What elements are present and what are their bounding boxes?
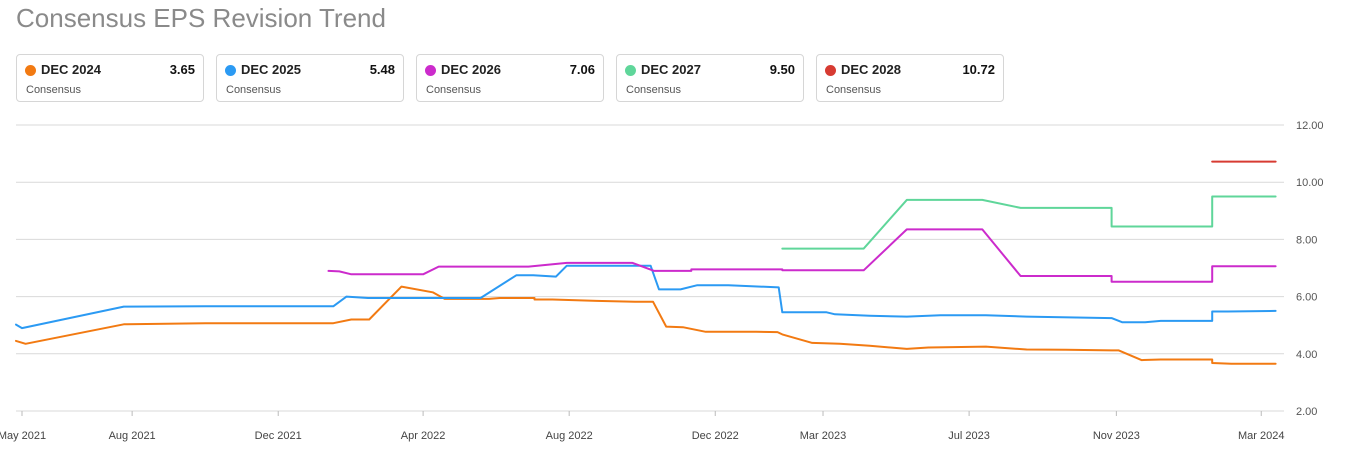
x-tick-label: Aug 2022 bbox=[546, 430, 593, 442]
series-lines bbox=[15, 160, 1277, 365]
series-color-dot bbox=[25, 65, 36, 76]
page-title: Consensus EPS Revision Trend bbox=[16, 3, 386, 33]
x-tick-label: Dec 2021 bbox=[255, 430, 302, 442]
legend-card-sub: Consensus bbox=[26, 84, 82, 96]
y-tick-label: 12.00 bbox=[1296, 120, 1324, 132]
legend-card-sub: Consensus bbox=[426, 84, 482, 96]
x-tick-label: Jul 2023 bbox=[948, 430, 990, 442]
series-color-dot bbox=[625, 65, 636, 76]
legend-card-dec-2024[interactable]: DEC 2024 3.65 Consensus bbox=[16, 54, 204, 102]
legend-card-value: 10.72 bbox=[962, 62, 995, 77]
legend-card-dec-2028[interactable]: DEC 2028 10.72 Consensus bbox=[816, 54, 1004, 102]
y-tick-label: 6.00 bbox=[1296, 292, 1317, 304]
eps-trend-chart: 2.00 4.00 6.00 8.00 10.00 12.00 May 2021 Aug 2… bbox=[0, 120, 1324, 442]
x-tick-label: Mar 2023 bbox=[800, 430, 846, 442]
x-tick-label: May 2021 bbox=[0, 430, 46, 442]
series-line-dec-2027 bbox=[781, 195, 1277, 250]
legend-card-sub: Consensus bbox=[826, 84, 882, 96]
series-color-dot bbox=[825, 65, 836, 76]
series-color-dot bbox=[225, 65, 236, 76]
legend-card-dec-2027[interactable]: DEC 2027 9.50 Consensus bbox=[616, 54, 804, 102]
legend-card-name: DEC 2024 bbox=[41, 62, 101, 77]
legend-card-name: DEC 2028 bbox=[841, 62, 901, 77]
series-line-dec-2025 bbox=[15, 264, 1277, 330]
series-color-dot bbox=[425, 65, 436, 76]
y-tick-label: 8.00 bbox=[1296, 234, 1317, 246]
x-tick-label: Mar 2024 bbox=[1238, 430, 1284, 442]
x-tick-label: Dec 2022 bbox=[692, 430, 739, 442]
legend-card-value: 7.06 bbox=[569, 62, 595, 77]
legend-card-value: 9.50 bbox=[769, 62, 795, 77]
x-tick-label: Apr 2022 bbox=[401, 430, 446, 442]
y-tick-label: 2.00 bbox=[1296, 406, 1317, 418]
legend-card-value: 5.48 bbox=[369, 62, 395, 77]
x-tick-label: Nov 2023 bbox=[1093, 430, 1140, 442]
y-axis: 2.00 4.00 6.00 8.00 10.00 12.00 bbox=[1296, 120, 1324, 418]
legend-card-dec-2026[interactable]: DEC 2026 7.06 Consensus bbox=[416, 54, 604, 102]
legend-card-sub: Consensus bbox=[226, 84, 282, 96]
x-axis: May 2021 Aug 2021 Dec 2021 Apr 2022 Aug 2022… bbox=[0, 411, 1284, 442]
legend-card-value: 3.65 bbox=[169, 62, 195, 77]
y-tick-label: 4.00 bbox=[1296, 349, 1317, 361]
x-tick-label: Aug 2021 bbox=[109, 430, 156, 442]
legend-card-name: DEC 2027 bbox=[641, 62, 701, 77]
legend-card-name: DEC 2026 bbox=[441, 62, 501, 77]
legend-card-dec-2025[interactable]: DEC 2025 5.48 Consensus bbox=[216, 54, 404, 102]
legend-card-sub: Consensus bbox=[626, 84, 682, 96]
series-line-dec-2024 bbox=[15, 285, 1277, 365]
grid-lines bbox=[16, 124, 1284, 412]
series-line-dec-2026 bbox=[327, 228, 1277, 283]
y-tick-label: 10.00 bbox=[1296, 177, 1324, 189]
legend-card-name: DEC 2025 bbox=[241, 62, 301, 77]
